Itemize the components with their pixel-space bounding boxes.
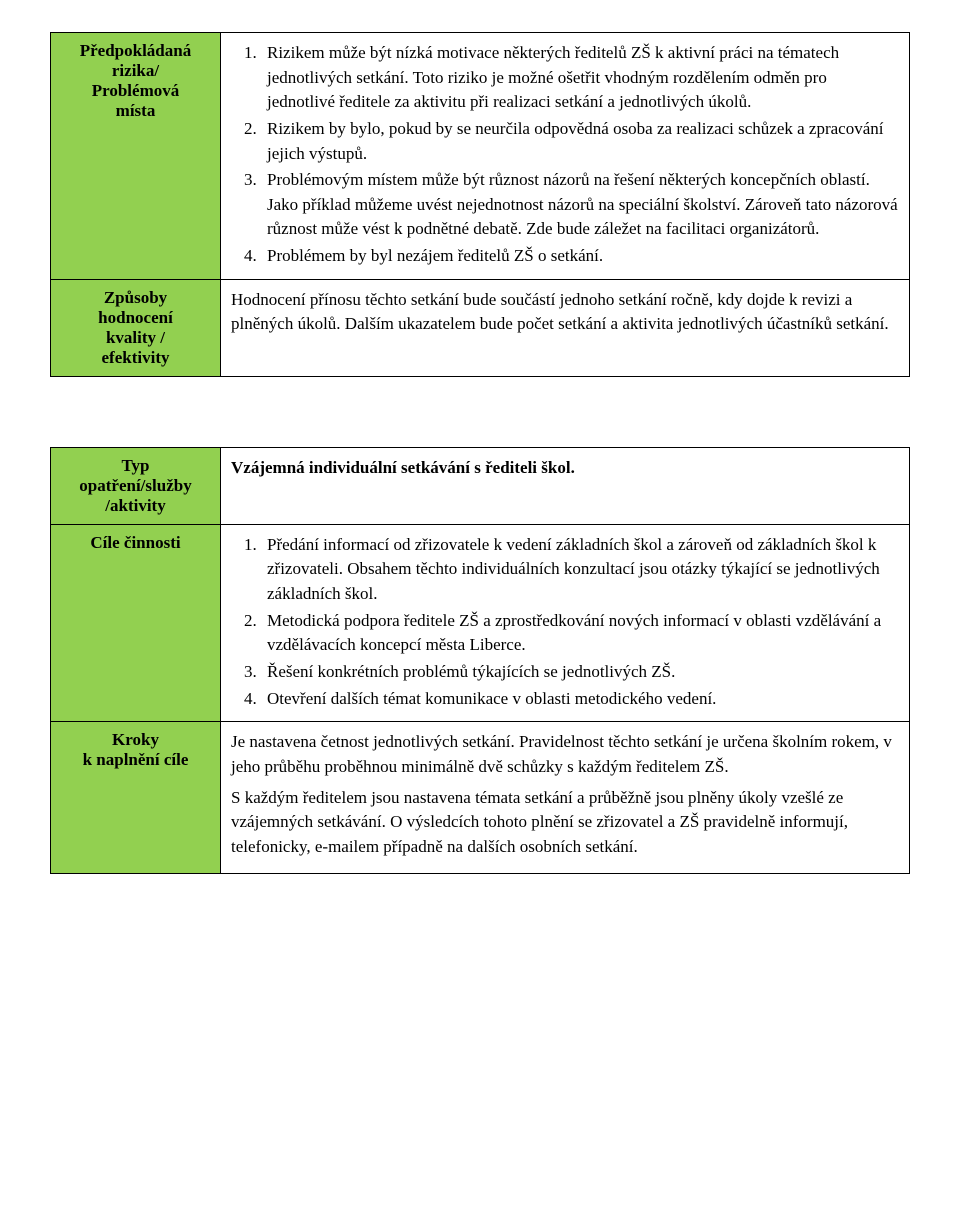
- list-item: Předání informací od zřizovatele k veden…: [261, 533, 899, 607]
- label-line: opatření/služby: [79, 476, 191, 495]
- row-label: Předpokládaná rizika/ Problémová místa: [51, 33, 221, 280]
- label-line: /aktivity: [105, 496, 165, 515]
- row-label: Způsoby hodnocení kvality / efektivity: [51, 279, 221, 376]
- row-label: Kroky k naplnění cíle: [51, 722, 221, 874]
- numbered-list: Předání informací od zřizovatele k veden…: [231, 533, 899, 711]
- row-label: Cíle činnosti: [51, 524, 221, 721]
- row-content: Rizikem může být nízká motivace některýc…: [221, 33, 910, 280]
- label-line: Předpokládaná: [80, 41, 191, 60]
- list-item: Řešení konkrétních problémů týkajících s…: [261, 660, 899, 685]
- list-item: Otevření dalších témat komunikace v obla…: [261, 687, 899, 712]
- label-line: rizika/: [112, 61, 159, 80]
- row-content: Je nastavena četnost jednotlivých setkán…: [221, 722, 910, 874]
- label-line: k naplnění cíle: [83, 750, 189, 769]
- label-line: kvality /: [106, 328, 165, 347]
- list-item: Rizikem by bylo, pokud by se neurčila od…: [261, 117, 899, 166]
- list-item: Rizikem může být nízká motivace některýc…: [261, 41, 899, 115]
- numbered-list: Rizikem může být nízká motivace některýc…: [231, 41, 899, 269]
- label-line: Problémová: [92, 81, 180, 100]
- table-row: Předpokládaná rizika/ Problémová místa R…: [51, 33, 910, 280]
- label-line: efektivity: [102, 348, 170, 367]
- label-line: Způsoby: [104, 288, 167, 307]
- row-title: Vzájemná individuální setkávání s ředite…: [221, 447, 910, 524]
- row-content: Hodnocení přínosu těchto setkání bude so…: [221, 279, 910, 376]
- title-text: Vzájemná individuální setkávání s ředite…: [231, 458, 575, 477]
- label-line: hodnocení: [98, 308, 173, 327]
- table-row: Typ opatření/služby /aktivity Vzájemná i…: [51, 447, 910, 524]
- table-row: Kroky k naplnění cíle Je nastavena četno…: [51, 722, 910, 874]
- label-line: Cíle činnosti: [90, 533, 180, 552]
- list-item: Metodická podpora ředitele ZŠ a zprostře…: [261, 609, 899, 658]
- label-line: Kroky: [112, 730, 159, 749]
- paragraph-text: Hodnocení přínosu těchto setkání bude so…: [231, 290, 889, 334]
- table-row: Cíle činnosti Předání informací od zřizo…: [51, 524, 910, 721]
- list-item: Problémovým místem může být různost názo…: [261, 168, 899, 242]
- paragraph-text: Je nastavena četnost jednotlivých setkán…: [231, 730, 899, 779]
- table-row: Způsoby hodnocení kvality / efektivity H…: [51, 279, 910, 376]
- label-line: Typ: [121, 456, 149, 475]
- row-label: Typ opatření/služby /aktivity: [51, 447, 221, 524]
- list-item: Problémem by byl nezájem ředitelů ZŠ o s…: [261, 244, 899, 269]
- label-line: místa: [116, 101, 156, 120]
- row-content: Předání informací od zřizovatele k veden…: [221, 524, 910, 721]
- paragraph-text: S každým ředitelem jsou nastavena témata…: [231, 786, 899, 860]
- table-2: Typ opatření/služby /aktivity Vzájemná i…: [50, 447, 910, 875]
- table-1: Předpokládaná rizika/ Problémová místa R…: [50, 32, 910, 377]
